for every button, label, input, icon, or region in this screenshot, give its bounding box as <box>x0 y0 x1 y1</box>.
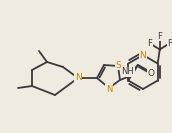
Text: O: O <box>148 68 154 78</box>
Text: F: F <box>157 32 162 41</box>
Text: S: S <box>115 61 121 70</box>
Text: NH: NH <box>122 68 134 76</box>
Text: N: N <box>140 51 146 59</box>
Text: F: F <box>147 39 152 48</box>
Text: F: F <box>167 39 172 48</box>
Text: N: N <box>75 74 81 82</box>
Text: N: N <box>106 84 112 93</box>
